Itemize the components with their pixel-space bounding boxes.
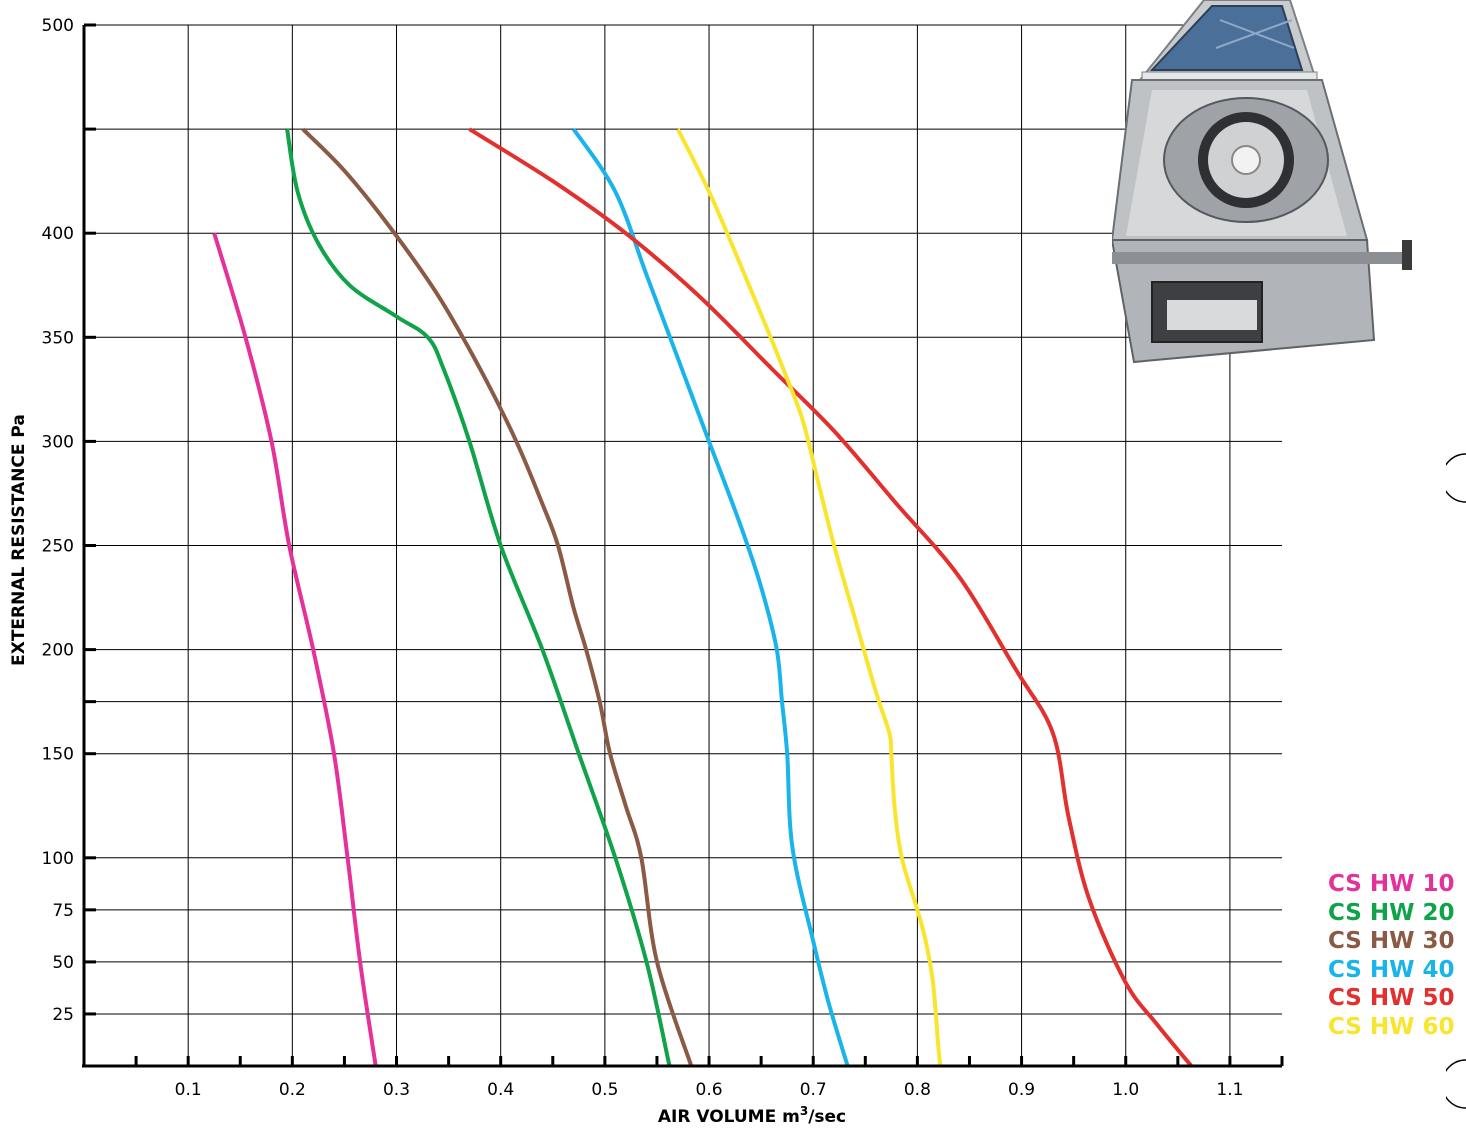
series-curves xyxy=(212,127,1193,1068)
x-tick-label: 0.3 xyxy=(383,1080,410,1100)
y-tick-label: 300 xyxy=(42,432,74,452)
callout-circle-top xyxy=(1446,453,1466,503)
series-line-cs-hw-10 xyxy=(212,232,378,1067)
legend-item-cs-hw-20: CS HW 20 xyxy=(1328,899,1455,926)
x-tick-label: 0.1 xyxy=(175,1080,202,1100)
y-tick-label: 400 xyxy=(42,224,74,244)
x-tick-label: 0.9 xyxy=(1008,1080,1035,1100)
y-tick-label: 500 xyxy=(42,16,74,36)
x-tick-labels: 0.1 0.2 0.3 0.4 0.5 0.6 0.7 0.8 0.9 1.0 1.1 xyxy=(175,1080,1244,1100)
series-line-cs-hw-40 xyxy=(571,127,850,1067)
x-tick-label: 1.0 xyxy=(1112,1080,1139,1100)
x-tick-label: 1.1 xyxy=(1216,1080,1243,1100)
legend-item-cs-hw-60: CS HW 60 xyxy=(1328,1013,1455,1040)
y-tick-label: 50 xyxy=(52,953,74,973)
air-handling-unit-photo xyxy=(1112,0,1412,364)
callout-circle-bottom xyxy=(1446,1059,1466,1109)
x-tick-label: 0.5 xyxy=(591,1080,618,1100)
x-tick-label: 0.7 xyxy=(800,1080,827,1100)
y-tick-label: 100 xyxy=(42,849,74,869)
x-tick-label: 0.2 xyxy=(279,1080,306,1100)
x-axis-title-text: AIR VOLUME m xyxy=(658,1107,800,1127)
series-line-cs-hw-60 xyxy=(676,128,943,1067)
y-tick-label: 200 xyxy=(42,641,74,661)
series-line-cs-hw-20 xyxy=(285,128,672,1067)
y-tick-label: 75 xyxy=(52,901,74,921)
y-axis-title: EXTERNAL RESISTANCE Pa xyxy=(9,414,29,666)
x-tick-label: 0.4 xyxy=(487,1080,514,1100)
x-tick-label: 0.6 xyxy=(696,1080,723,1100)
x-tick-label: 0.8 xyxy=(904,1080,931,1100)
legend-item-cs-hw-40: CS HW 40 xyxy=(1328,956,1455,983)
axes xyxy=(82,23,1284,1068)
x-axis-title-suffix: /sec xyxy=(808,1107,846,1127)
x-axis-title-superscript: 3 xyxy=(800,1104,808,1118)
y-tick-label: 250 xyxy=(42,537,74,557)
legend-item-cs-hw-10: CS HW 10 xyxy=(1328,871,1455,897)
legend-item-cs-hw-50: CS HW 50 xyxy=(1328,985,1455,1011)
chart-legend: CS HW 10 CS HW 20 CS HW 30 CS HW 40 CS H… xyxy=(1328,870,1455,1041)
series-line-cs-hw-50 xyxy=(468,127,1193,1068)
grid-lines xyxy=(84,24,1282,1066)
legend-item-cs-hw-30: CS HW 30 xyxy=(1328,928,1455,954)
x-axis-title: AIR VOLUME m3/sec xyxy=(658,1104,846,1127)
series-line-cs-hw-30 xyxy=(301,127,694,1067)
y-tick-label: 350 xyxy=(42,328,74,348)
y-tick-label: 25 xyxy=(52,1005,74,1025)
y-tick-label: 150 xyxy=(42,745,74,765)
y-tick-labels: 25 50 75 100 150 200 250 300 350 400 500 xyxy=(42,16,74,1025)
